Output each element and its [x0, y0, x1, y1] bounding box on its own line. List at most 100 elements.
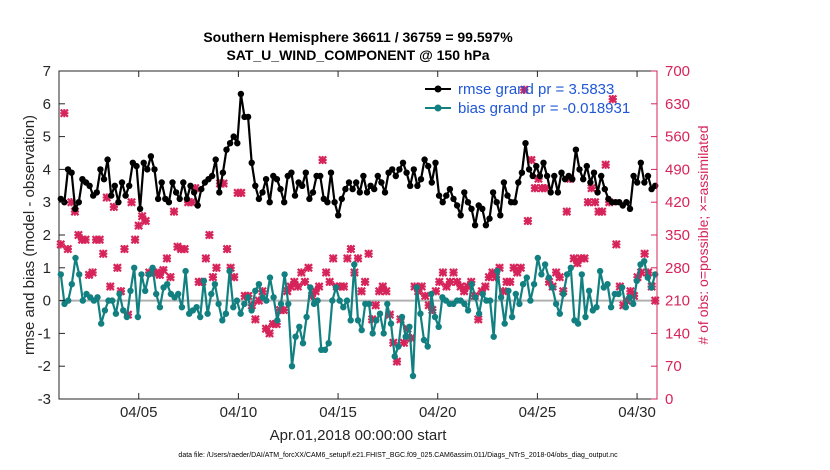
bias-point — [72, 254, 79, 262]
rmse-point — [356, 189, 363, 196]
rmse-point — [226, 140, 234, 147]
rmse-point — [108, 192, 115, 199]
rmse-point — [363, 189, 371, 196]
rmse-point — [151, 166, 158, 173]
obs-count-marker — [159, 265, 168, 275]
bias-point — [534, 254, 541, 262]
bias-point — [604, 281, 611, 288]
obs-count-marker — [346, 244, 356, 254]
y-left-tick-label: -2 — [38, 358, 51, 375]
obs-count-marker — [169, 207, 179, 216]
obs-count-marker — [265, 329, 274, 338]
y-right-tick-label: 210 — [665, 293, 690, 310]
rmse-point — [425, 162, 432, 170]
bias-point — [384, 300, 391, 308]
obs-count-marker — [81, 235, 90, 245]
rmse-point — [234, 140, 241, 147]
rmse-point — [396, 166, 403, 173]
bias-point — [193, 304, 200, 311]
rmse-point — [349, 185, 356, 193]
bias-point — [277, 300, 285, 308]
rmse-point — [374, 172, 381, 180]
rmse-point — [371, 185, 378, 193]
rmse-point — [342, 185, 349, 193]
bias-point — [307, 284, 314, 291]
rmse-point — [230, 133, 237, 140]
obs-count-marker — [505, 277, 515, 287]
obs-count-marker — [438, 268, 448, 277]
rmse-point — [417, 176, 425, 183]
bias-point — [618, 284, 626, 291]
bias-point — [321, 346, 329, 353]
bias-point — [615, 290, 622, 298]
rmse-point — [471, 222, 479, 229]
bias-point — [406, 323, 413, 330]
obs-count-marker — [208, 272, 218, 282]
obs-count-marker — [562, 207, 572, 216]
rmse-point — [598, 172, 605, 180]
obs-count-marker — [318, 155, 327, 165]
rmse-point — [500, 179, 508, 186]
bias-point — [596, 267, 604, 275]
bias-point — [285, 300, 292, 308]
rmse-point — [100, 176, 108, 183]
x-axis-label: Apr.01,2018 00:00:00 start — [270, 427, 448, 444]
bias-point — [230, 304, 237, 311]
rmse-point — [443, 192, 450, 199]
obs-count-marker — [516, 263, 526, 273]
bias-point — [461, 300, 468, 308]
bias-point — [428, 290, 435, 298]
bias-point — [145, 271, 153, 278]
rmse-point — [172, 189, 180, 196]
rmse-point — [504, 192, 511, 199]
obs-count-marker — [473, 314, 483, 324]
bias-point — [648, 284, 655, 291]
bias-point — [464, 307, 472, 314]
bias-point — [398, 313, 406, 321]
rmse-point — [180, 179, 187, 186]
y-right-tick-label: 490 — [665, 161, 690, 178]
bias-point — [175, 290, 182, 298]
rmse-point — [353, 179, 360, 186]
obs-count-marker — [205, 230, 214, 240]
rmse-point — [601, 185, 608, 193]
obs-count-marker — [611, 239, 621, 249]
bias-point — [582, 313, 589, 321]
rmse-point — [580, 176, 587, 183]
rmse-point — [327, 169, 335, 176]
rmse-point — [288, 169, 295, 176]
rmse-point — [266, 199, 273, 206]
bias-point — [131, 264, 138, 271]
bias-point — [215, 300, 222, 308]
rmse-point — [497, 212, 504, 219]
obs-count-marker — [314, 282, 324, 291]
rmse-point — [533, 162, 540, 170]
bias-point — [332, 284, 340, 291]
y-left-tick-label: -3 — [38, 391, 51, 408]
rmse-point — [262, 176, 270, 183]
legend-bias-marker — [434, 104, 442, 112]
obs-count-marker — [325, 277, 335, 287]
obs-count-marker — [343, 254, 352, 263]
bias-point — [358, 326, 365, 334]
bias-point — [153, 290, 160, 298]
obs-count-marker — [95, 235, 105, 245]
rmse-point — [381, 189, 389, 196]
rmse-point — [594, 189, 601, 196]
rmse-point — [75, 199, 83, 206]
legend-bias-label: bias grand pr = -0.018931 — [458, 100, 630, 117]
rmse-point — [259, 189, 266, 196]
rmse-point — [133, 162, 140, 170]
obs-count-marker — [162, 254, 172, 263]
rmse-point — [86, 182, 93, 189]
bias-point — [424, 343, 431, 350]
rmse-point — [551, 172, 558, 180]
rmse-point — [194, 202, 201, 209]
obs-count-marker — [212, 263, 221, 273]
bias-point — [116, 290, 123, 298]
obs-count-marker — [583, 197, 593, 207]
rmse-point — [439, 199, 446, 206]
bias-point — [164, 281, 171, 288]
rmse-point — [547, 189, 554, 196]
obs-count-marker — [63, 244, 73, 254]
